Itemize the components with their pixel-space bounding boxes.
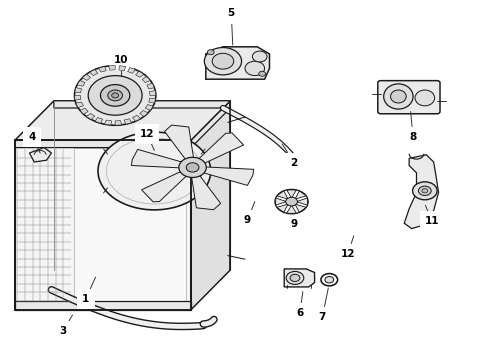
FancyBboxPatch shape — [378, 81, 440, 114]
Ellipse shape — [384, 84, 413, 109]
Text: 12: 12 — [140, 129, 154, 150]
Ellipse shape — [245, 61, 265, 76]
Polygon shape — [206, 47, 270, 79]
Polygon shape — [277, 204, 288, 212]
Ellipse shape — [179, 157, 206, 177]
Polygon shape — [82, 74, 91, 80]
Polygon shape — [145, 104, 153, 110]
Polygon shape — [198, 133, 244, 163]
Text: 2: 2 — [282, 144, 297, 168]
Text: 6: 6 — [296, 292, 303, 318]
Ellipse shape — [391, 90, 406, 103]
Polygon shape — [15, 301, 191, 310]
Polygon shape — [140, 111, 148, 117]
Polygon shape — [115, 121, 122, 125]
Polygon shape — [295, 204, 306, 212]
Polygon shape — [404, 155, 439, 229]
Ellipse shape — [286, 197, 297, 206]
Ellipse shape — [413, 182, 437, 200]
Polygon shape — [142, 77, 150, 83]
Ellipse shape — [259, 71, 266, 76]
Polygon shape — [147, 83, 154, 89]
Ellipse shape — [418, 186, 431, 195]
Ellipse shape — [186, 163, 199, 172]
Polygon shape — [109, 66, 115, 70]
Ellipse shape — [212, 53, 234, 69]
Polygon shape — [29, 148, 51, 162]
Polygon shape — [165, 125, 194, 160]
Polygon shape — [287, 205, 296, 213]
Polygon shape — [202, 167, 254, 185]
Polygon shape — [277, 191, 288, 199]
Polygon shape — [142, 171, 187, 202]
Polygon shape — [149, 98, 156, 103]
Text: 8: 8 — [410, 112, 416, 142]
Polygon shape — [295, 191, 306, 199]
Text: 1: 1 — [82, 277, 96, 304]
Polygon shape — [74, 95, 81, 100]
Polygon shape — [15, 101, 230, 148]
Polygon shape — [95, 117, 103, 123]
Ellipse shape — [98, 132, 211, 210]
Ellipse shape — [100, 85, 130, 106]
Polygon shape — [296, 198, 307, 205]
Ellipse shape — [112, 93, 119, 98]
Polygon shape — [90, 69, 98, 76]
Text: 5: 5 — [228, 8, 235, 45]
Polygon shape — [136, 71, 144, 77]
Polygon shape — [98, 67, 106, 72]
Polygon shape — [76, 102, 83, 108]
Ellipse shape — [207, 50, 214, 55]
Ellipse shape — [88, 76, 142, 115]
Polygon shape — [191, 101, 230, 310]
Ellipse shape — [290, 274, 300, 282]
Ellipse shape — [74, 66, 156, 125]
Polygon shape — [15, 101, 230, 140]
Polygon shape — [284, 269, 315, 287]
Polygon shape — [124, 119, 132, 124]
Polygon shape — [127, 68, 135, 73]
Ellipse shape — [108, 90, 122, 101]
Polygon shape — [74, 88, 81, 93]
Ellipse shape — [204, 48, 242, 75]
Ellipse shape — [415, 90, 435, 106]
Polygon shape — [105, 120, 112, 125]
Polygon shape — [77, 81, 85, 86]
Polygon shape — [287, 190, 296, 198]
Polygon shape — [131, 149, 183, 168]
Ellipse shape — [422, 189, 428, 193]
Ellipse shape — [325, 276, 334, 283]
Polygon shape — [119, 66, 125, 71]
Text: 3: 3 — [59, 315, 73, 336]
Polygon shape — [276, 198, 287, 205]
Text: 7: 7 — [318, 288, 328, 322]
Text: 10: 10 — [114, 55, 129, 79]
Text: 11: 11 — [425, 205, 440, 226]
Text: 4: 4 — [28, 132, 40, 153]
Polygon shape — [192, 175, 220, 210]
Polygon shape — [149, 91, 156, 95]
Ellipse shape — [286, 271, 304, 284]
Polygon shape — [86, 113, 95, 120]
Polygon shape — [80, 108, 88, 114]
Polygon shape — [132, 115, 141, 121]
Polygon shape — [74, 148, 186, 302]
Text: 12: 12 — [341, 236, 355, 259]
Polygon shape — [15, 140, 191, 310]
Ellipse shape — [252, 51, 267, 62]
Text: 9: 9 — [244, 202, 255, 225]
Text: 9: 9 — [291, 209, 297, 229]
